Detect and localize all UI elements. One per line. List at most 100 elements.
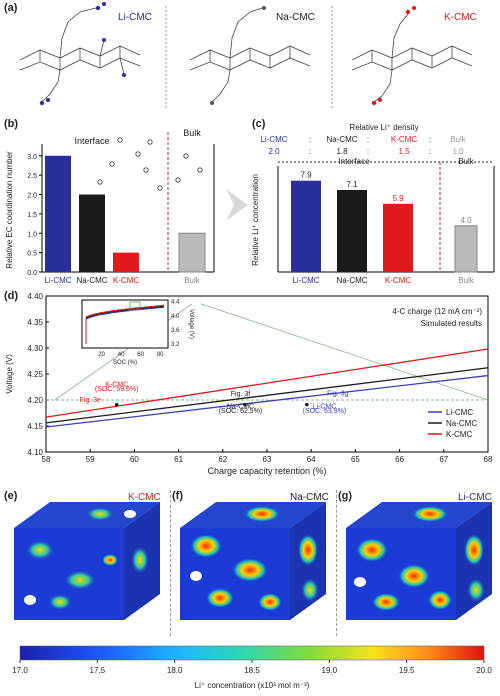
- panel-a-li-cmc-label: Li-CMC: [118, 12, 152, 23]
- cmc-structure-na: [189, 7, 311, 103]
- y-axis-label: Relative Li⁺ concentration: [251, 174, 260, 266]
- annotation: (SOC: 59.6%): [95, 386, 139, 393]
- x-tick-label: 64: [307, 455, 316, 464]
- panel-a-k-cmc-label: K-CMC: [444, 12, 477, 23]
- y-tick-label: 2.0: [27, 193, 37, 200]
- x-axis-label: Charge capacity retention (%): [207, 466, 326, 476]
- bar-k-cmc: [113, 252, 139, 272]
- x-tick-label: 60: [130, 455, 139, 464]
- molecule-glyph: [197, 167, 203, 173]
- colorbar-label: Li⁺ concentration (x10³ mol m⁻³): [195, 681, 310, 690]
- panel-a-na-cmc-label: Na-CMC: [276, 12, 315, 23]
- x-tick-label: 66: [395, 455, 404, 464]
- y-tick-label: 4.30: [27, 344, 43, 353]
- chart-c: Relative Li⁺ density Li-CMC: Na-CMC: K-CMC:…: [251, 123, 495, 285]
- panel-c-label: (c): [252, 118, 266, 130]
- x-tick-label: 58: [42, 455, 51, 464]
- panel-f-label: (f): [172, 490, 183, 502]
- annotation: (SOC: 62.5%): [219, 408, 263, 415]
- inset-y-tick: 3.6: [171, 328, 180, 334]
- panel-g-title: Li-CMC: [458, 492, 492, 503]
- ratio-value: 1.8: [336, 147, 348, 156]
- data-label: 5.9: [392, 194, 404, 203]
- ratio-name: :: [367, 135, 369, 144]
- molecule-glyph: [183, 153, 189, 159]
- annotation: Fig. 3g: [327, 390, 349, 397]
- snapshot-marker: [243, 402, 247, 407]
- bar-k-cmc: [383, 203, 413, 272]
- legend-label: Na-CMC: [446, 419, 477, 428]
- panel-f-title: Na-CMC: [290, 492, 329, 503]
- bar-bulk: [454, 225, 478, 273]
- molecule-glyph: [175, 177, 181, 183]
- panel-e-title: K-CMC: [128, 492, 161, 503]
- ratio-name: :: [429, 135, 431, 144]
- annotation: K-CMC: [105, 381, 128, 388]
- x-tick-label: 65: [351, 455, 360, 464]
- ratio-value: 1.0: [452, 147, 464, 156]
- ratio-value: 2.0: [268, 147, 280, 156]
- inset-curve: [85, 306, 165, 320]
- panel-e-label: (e): [4, 490, 18, 502]
- chart-d: 58 59 60 61 62 63 64 65 66 67 68 4.10 4.15 4.20 4.25 4.…: [5, 292, 493, 476]
- panel-b-label: (b): [4, 118, 19, 130]
- bar-li-cmc: [45, 155, 71, 272]
- colorbar-tick-label: 17.5: [90, 666, 106, 675]
- annotation: (SOC: 63.9%): [303, 408, 347, 415]
- inset-x-tick: 20: [98, 352, 105, 358]
- x-tick-label: K-CMC: [385, 276, 411, 285]
- cmc-structure-li: [19, 7, 141, 103]
- cmc-structure-k: [351, 13, 473, 103]
- molecule-glyph: [157, 185, 163, 191]
- region-label-bulk: Bulk: [183, 128, 201, 138]
- x-tick-label: 62: [218, 455, 227, 464]
- annotation: Li-CMC: [313, 403, 337, 410]
- y-tick-label: 1.5: [27, 212, 37, 219]
- molecule-glyph: [143, 167, 149, 173]
- series-line-li-cmc: [45, 374, 489, 428]
- annotation: Na-CMC: [227, 403, 254, 410]
- inset-curve: [85, 305, 165, 319]
- y-tick-label: 3.0: [27, 154, 37, 161]
- bar-na-cmc: [337, 189, 367, 272]
- data-label: 7.9: [300, 171, 312, 180]
- inset-y-tick: 4.0: [171, 314, 180, 320]
- ratio-name: K-CMC: [391, 135, 417, 144]
- ratio-value: 1.5: [398, 147, 410, 156]
- x-tick-label: Li-CMC: [44, 276, 71, 285]
- series-line-na-cmc: [45, 367, 489, 424]
- arrow-icon: [226, 189, 248, 221]
- panel-a-label: (a): [4, 2, 18, 14]
- inset-zoom-box: [129, 301, 141, 311]
- annotation: Fig. 3e: [79, 397, 101, 404]
- snapshot-marker: [114, 402, 119, 407]
- colorbar-tick-label: 20.0: [476, 666, 492, 675]
- condition-text: Simulated results: [421, 319, 482, 328]
- condition-text: 4-C charge (12 mA cm⁻²): [392, 307, 482, 316]
- y-tick-label: 4.15: [27, 422, 43, 431]
- x-tick-label: 61: [174, 455, 183, 464]
- colorbar-tick-label: 17.0: [12, 666, 28, 675]
- map-li-cmc: [346, 502, 492, 620]
- ratio-name: :: [309, 135, 311, 144]
- colorbar-gradient: [19, 645, 485, 661]
- colorbar-tick-label: 18.5: [244, 666, 260, 675]
- y-tick-label: 4.25: [27, 370, 43, 379]
- ratio-name: Li-CMC: [260, 135, 287, 144]
- y-tick-label: 1.0: [27, 231, 37, 238]
- panel-d-label: (d): [4, 290, 19, 302]
- y-axis-label: Relative EC coordination number: [5, 151, 14, 269]
- ratio-value: :: [367, 147, 369, 156]
- region-label-interface: Interface: [74, 136, 109, 146]
- inset-x-tick: 40: [118, 352, 125, 358]
- ratio-value: :: [429, 147, 431, 156]
- colorbar-tick-label: 19.5: [399, 666, 415, 675]
- region-label-interface: Interface: [338, 157, 370, 166]
- map-k-cmc: [14, 502, 160, 620]
- bar-li-cmc: [291, 180, 321, 272]
- x-tick-label: Bulk: [184, 276, 201, 285]
- x-tick-label: Na-CMC: [76, 276, 107, 285]
- y-tick-label: 0.0: [27, 270, 37, 277]
- x-tick-label: Na-CMC: [336, 276, 367, 285]
- inset-x-label: SOC (%): [113, 360, 137, 366]
